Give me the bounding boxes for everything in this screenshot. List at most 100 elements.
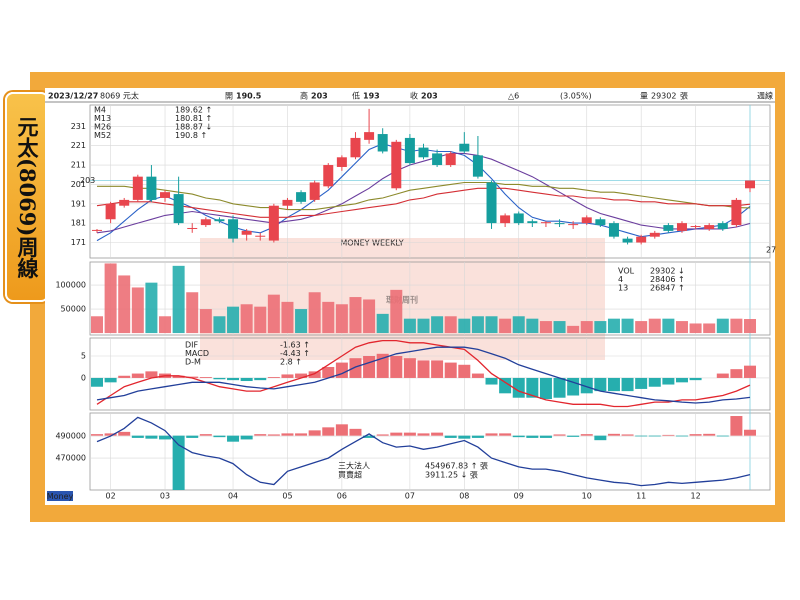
y-tick-label: 490000 bbox=[55, 432, 86, 441]
legend-value: 2.8 ↑ bbox=[280, 358, 302, 367]
net-bar bbox=[104, 433, 117, 436]
net-bar bbox=[254, 434, 267, 436]
net-bar bbox=[716, 435, 729, 437]
candle-body bbox=[554, 223, 565, 225]
net-bar bbox=[308, 430, 321, 436]
candle-body bbox=[663, 225, 674, 231]
net-bar bbox=[499, 433, 512, 436]
volume-bar bbox=[131, 287, 144, 334]
macd-bar bbox=[227, 377, 240, 381]
change: △6 bbox=[508, 92, 519, 101]
volume-bar bbox=[485, 316, 498, 334]
x-tick-label: 03 bbox=[160, 492, 170, 501]
candle-body bbox=[690, 226, 701, 228]
holdings-line bbox=[96, 416, 751, 487]
y-tick-label: 221 bbox=[71, 141, 86, 150]
candle-body bbox=[187, 227, 198, 229]
mode: 週線 bbox=[757, 91, 773, 101]
volume-bar bbox=[403, 318, 416, 334]
x-tick-label: 04 bbox=[228, 492, 238, 501]
net-bar bbox=[744, 429, 756, 436]
macd-bar bbox=[199, 377, 212, 378]
candle-body bbox=[500, 215, 511, 224]
volume-bar bbox=[607, 318, 620, 334]
candle-body bbox=[540, 222, 551, 224]
volume-bar bbox=[335, 304, 348, 334]
volume-bar bbox=[186, 292, 199, 334]
volume-bar bbox=[553, 321, 566, 334]
legend-value: 29302 ↓ bbox=[650, 267, 685, 276]
net-bar bbox=[580, 434, 593, 436]
panel-frame bbox=[89, 412, 771, 491]
volume-unit: 張 bbox=[680, 92, 688, 101]
quote-value: 203 bbox=[421, 92, 438, 101]
volume-bar bbox=[118, 275, 131, 334]
candle-body bbox=[527, 221, 538, 224]
macd-bar bbox=[145, 371, 158, 378]
candle-body bbox=[568, 224, 579, 226]
candle-body bbox=[404, 137, 415, 164]
net-bar bbox=[458, 435, 471, 439]
quote-label: 收 bbox=[410, 91, 418, 101]
y-tick-label: 231 bbox=[71, 122, 86, 131]
net-bar bbox=[417, 433, 430, 436]
candle-body bbox=[432, 153, 443, 166]
net-bar bbox=[444, 435, 457, 438]
quote-value: 190.5 bbox=[236, 92, 262, 101]
volume-bar bbox=[526, 318, 539, 334]
legend-name: M4 bbox=[94, 106, 106, 115]
net-bar bbox=[635, 435, 648, 437]
macd-bar bbox=[390, 356, 403, 378]
candle-body bbox=[745, 180, 755, 189]
x-tick-label: 07 bbox=[405, 492, 415, 501]
macd-bar bbox=[104, 377, 117, 383]
legend-value: 180.81 ↑ bbox=[175, 114, 212, 123]
macd-bar bbox=[403, 358, 416, 378]
candle-body bbox=[119, 199, 130, 206]
macd-bar bbox=[417, 360, 430, 378]
volume-bar bbox=[662, 318, 675, 334]
macd-bar bbox=[662, 377, 675, 385]
macd-bar bbox=[308, 371, 321, 378]
legend-value: 3911.25 ↓ 張 bbox=[425, 471, 478, 480]
net-bar bbox=[145, 435, 158, 439]
net-bar bbox=[675, 435, 688, 437]
net-bar bbox=[322, 427, 335, 436]
volume-label: 量 bbox=[640, 92, 648, 101]
candle-body bbox=[676, 223, 687, 231]
legend-name: M26 bbox=[94, 123, 111, 132]
volume-bar bbox=[227, 306, 240, 334]
candle-body bbox=[391, 141, 402, 189]
candle-body bbox=[377, 134, 388, 152]
badge: Money bbox=[47, 492, 74, 501]
net-bar bbox=[363, 435, 376, 438]
legend-name: VOL bbox=[618, 267, 635, 276]
y-tick-label: 100000 bbox=[55, 281, 86, 290]
net-bar bbox=[199, 434, 212, 436]
corner-label: 27 bbox=[766, 246, 776, 255]
macd-bar bbox=[254, 377, 267, 381]
net-bar bbox=[553, 434, 566, 436]
candle-body bbox=[608, 223, 619, 237]
candle-body bbox=[228, 219, 239, 239]
legend-value: 189.62 ↑ bbox=[175, 106, 212, 115]
volume-bar bbox=[390, 289, 403, 334]
legend-name: 三大法人 bbox=[338, 461, 370, 471]
candle-body bbox=[132, 176, 143, 200]
candle-body bbox=[255, 235, 266, 237]
net-bar bbox=[485, 433, 498, 436]
candle-body bbox=[105, 203, 116, 220]
macd-bar bbox=[512, 377, 525, 398]
net-bar bbox=[648, 435, 661, 437]
candle-body bbox=[336, 157, 347, 167]
panel-frame bbox=[89, 104, 771, 259]
candle-body bbox=[146, 176, 157, 200]
legend-value: 26847 ↑ bbox=[650, 284, 685, 293]
legend-value: 454967.83 ↑ 張 bbox=[425, 462, 488, 471]
volume-bar bbox=[159, 316, 172, 334]
macd-bar bbox=[349, 358, 362, 378]
candle-body bbox=[459, 143, 470, 152]
volume-bar bbox=[308, 292, 321, 334]
volume-bar bbox=[458, 318, 471, 334]
net-bar bbox=[689, 434, 702, 436]
